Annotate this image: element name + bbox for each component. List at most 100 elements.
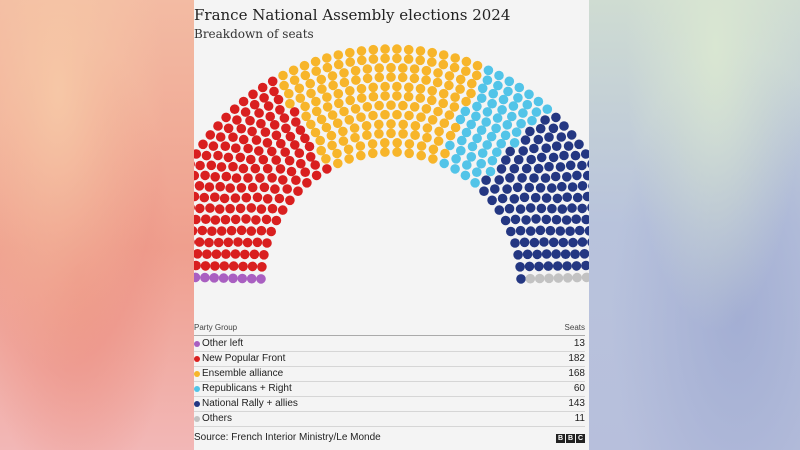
seat-dot (194, 249, 203, 259)
seat-dot (477, 148, 488, 158)
seat-dot (349, 123, 360, 133)
seat-dot (267, 173, 277, 183)
seat-dot (269, 120, 280, 130)
seat-dot (262, 163, 273, 174)
seat-dot (299, 60, 310, 71)
seat-dot (456, 145, 466, 156)
seat-dot (508, 101, 519, 111)
seat-dot (194, 161, 195, 167)
seat-dot (235, 203, 246, 214)
seat-dot (467, 78, 477, 89)
seat-dot (327, 140, 337, 151)
seat-dot (279, 113, 290, 123)
seat-dot (194, 237, 205, 247)
seat-dot (200, 170, 210, 181)
seat-dot (300, 167, 310, 177)
legend-party-name: National Rally + allies (202, 398, 298, 409)
seat-dot (515, 204, 526, 214)
seat-dot (343, 144, 354, 155)
seat-dot (280, 147, 290, 157)
seat-dot (438, 98, 448, 109)
seat-dot (521, 163, 532, 174)
seat-dot (512, 182, 523, 193)
seat-dot (249, 99, 260, 110)
seat-dot (255, 173, 265, 183)
seat-dot (271, 215, 282, 226)
seat-dot (271, 155, 281, 165)
seat-dot (455, 74, 466, 85)
seat-dot (479, 186, 489, 196)
seat-dot (267, 76, 278, 87)
legend-header-divider (194, 335, 585, 336)
seat-dot (515, 225, 526, 236)
seat-dot (439, 118, 450, 128)
seat-dot (560, 249, 571, 259)
seat-dot (334, 98, 344, 109)
seat-dot (321, 122, 332, 133)
seat-dot (522, 249, 533, 260)
seat-dot (386, 72, 396, 82)
seat-dot (225, 203, 235, 214)
seat-dot (300, 101, 310, 112)
seat-dot (444, 71, 455, 81)
seat-dot (278, 70, 288, 81)
seat-dot (230, 214, 241, 225)
seat-dot (291, 117, 301, 127)
seat-dot (380, 147, 390, 157)
legend-party-name: Others (202, 413, 233, 424)
seat-dot (477, 83, 488, 94)
seat-dot (579, 249, 589, 259)
seat-dot (427, 47, 437, 58)
seat-dot (565, 160, 576, 171)
seat-dot (525, 226, 536, 236)
seat-dot (344, 115, 355, 125)
seat-dot (502, 184, 512, 194)
seat-dot (380, 44, 390, 54)
seat-dot (356, 93, 367, 103)
seat-dot (404, 148, 414, 159)
seat-dot (260, 127, 271, 137)
seat-dot (241, 192, 252, 203)
seat-dot (496, 138, 507, 149)
seat-dot (322, 92, 332, 102)
seat-dot (195, 203, 205, 214)
legend-party-name: New Popular Front (202, 353, 286, 364)
seat-dot (403, 44, 414, 55)
seat-dot (278, 175, 288, 185)
seat-dot (566, 130, 577, 140)
seat-dot (487, 155, 498, 166)
legend-row: Others 11 (194, 412, 585, 427)
seat-dot (461, 96, 471, 107)
seat-dot (374, 63, 384, 73)
seat-dot (206, 160, 217, 171)
seat-dot (550, 171, 561, 182)
seat-dot (201, 214, 211, 224)
seat-dot (548, 237, 559, 248)
seat-dot (368, 44, 379, 55)
seat-dot (397, 72, 408, 83)
seat-dot (322, 102, 333, 112)
seat-dot (551, 214, 562, 225)
seat-dot (403, 54, 414, 64)
seat-dot (237, 273, 248, 284)
seat-dot (533, 163, 544, 174)
seat-dot (536, 152, 547, 163)
seat-dot (487, 195, 497, 206)
seat-dot (559, 121, 569, 131)
seat-dot (306, 88, 316, 99)
seat-dot (530, 192, 541, 203)
seat-dot (305, 78, 315, 89)
seat-dot (311, 66, 321, 76)
seat-dot (236, 225, 247, 236)
source-note: Source: French Interior Ministry/Le Mond… (194, 432, 381, 443)
seat-dot (262, 238, 272, 248)
seat-dot (438, 59, 449, 70)
seat-dot (214, 204, 225, 214)
seat-dot (228, 273, 238, 284)
seat-dot (236, 123, 247, 134)
seat-dot (472, 60, 483, 71)
seat-dot (210, 261, 220, 271)
seat-dot (567, 182, 578, 192)
legend-swatch (194, 356, 200, 362)
seat-dot (450, 92, 460, 102)
